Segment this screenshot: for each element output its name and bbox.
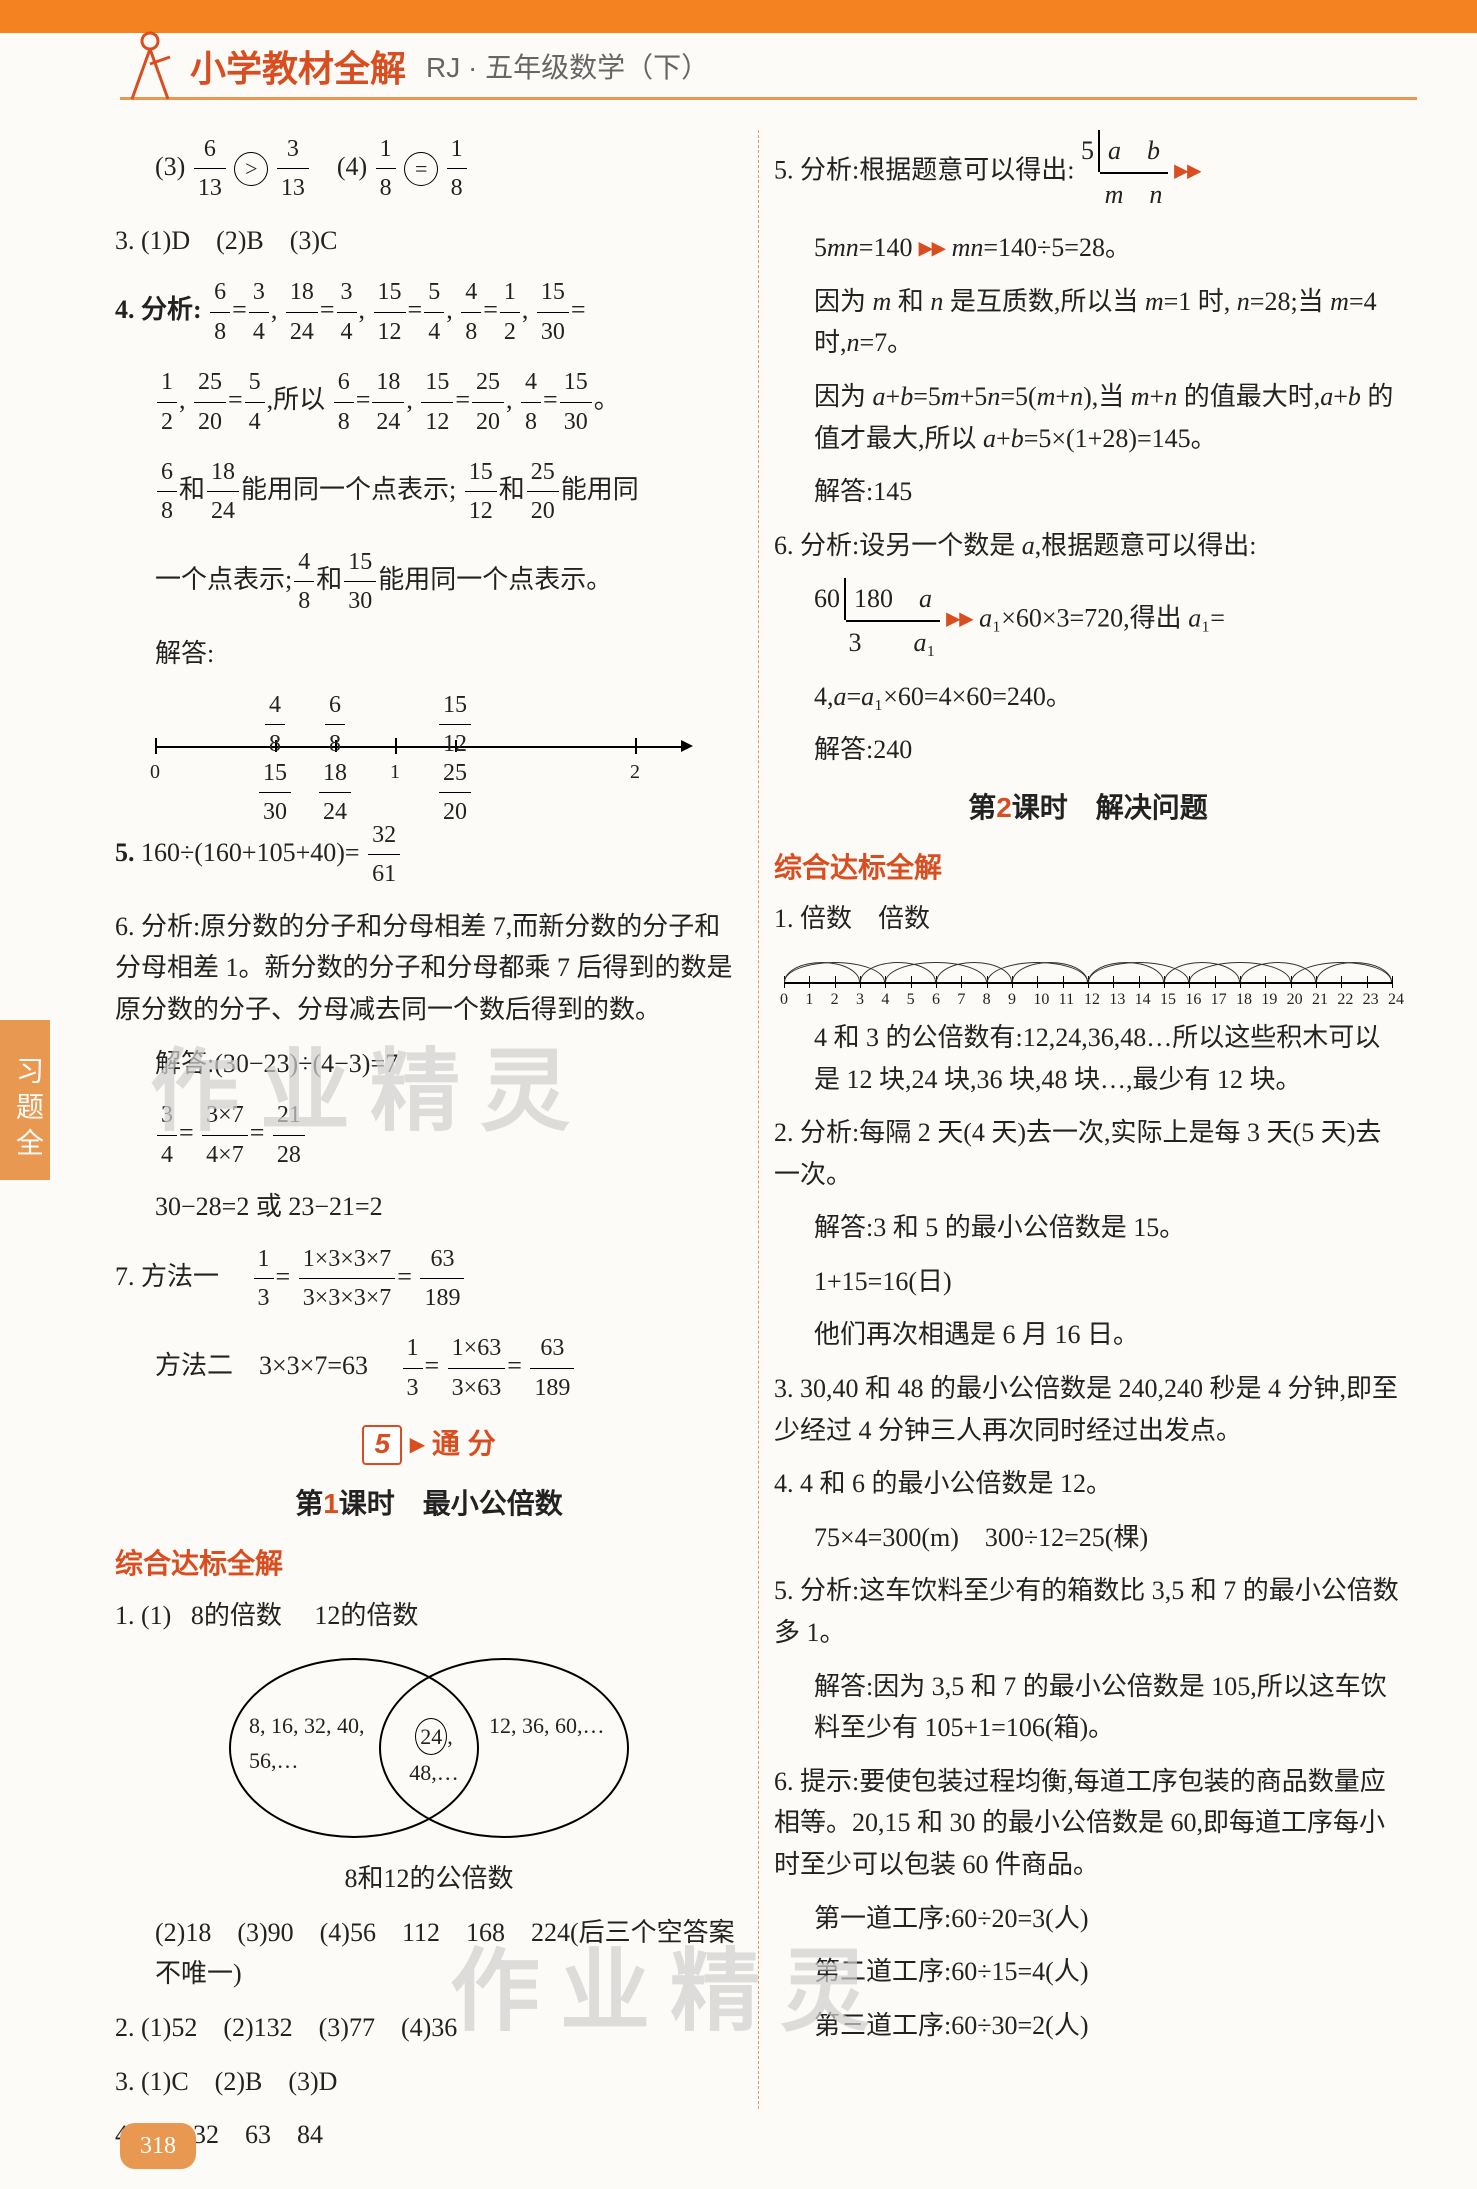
q7-method2: 方法二 3×3×7=63 13= 1×633×63= 63189 <box>115 1329 743 1407</box>
r-q6-l2: 4,a=a₁×60=4×60=240。 <box>774 676 1402 718</box>
r-p2-a1: 解答:3 和 5 的最小公倍数是 15。 <box>774 1207 1402 1249</box>
content: (3) 613 > 313 (4) 18 = 18 3. (1)D (2)B (… <box>100 130 1417 2109</box>
lesson-2-heading: 第2课时 解决问题 <box>774 786 1402 831</box>
q4-answer-label: 解答: <box>115 633 743 675</box>
compass-icon <box>120 29 180 109</box>
label: (4) <box>337 152 367 181</box>
section-5-heading: 5 ▸ 通 分 <box>115 1422 743 1467</box>
q4-line2: 12, 2520=54,所以 68=1824, 1512=2520, 48=15… <box>115 363 743 441</box>
q6-answer: 解答:(30−23)÷(4−3)=7 <box>115 1043 743 1085</box>
numberline-diagram: 01248681512153018242520 <box>155 686 703 806</box>
r-p2-a2: 1+15=16(日) <box>774 1261 1402 1303</box>
r-p3: 3. 30,40 和 48 的最小公倍数是 240,240 秒是 4 分钟,即至… <box>774 1368 1402 1451</box>
q6-analysis: 6. 分析:原分数的分子和分母相差 7,而新分数的分子和分母相差 1。新分数的分… <box>115 906 743 1031</box>
r-p4-l2: 75×4=300(m) 300÷12=25(棵) <box>774 1517 1402 1559</box>
r-q6-div: 60180 a 3 a₁ ▸▸ a₁×60×3=720,得出 a₁= <box>774 578 1402 663</box>
r-q5-ans: 解答:145 <box>774 471 1402 513</box>
r-p6-l1: 第一道工序:60÷20=3(人) <box>774 1898 1402 1940</box>
r-q6-ans: 解答:240 <box>774 729 1402 771</box>
venn-bottom-label: 8和12的公倍数 <box>115 1858 743 1900</box>
lesson-1-heading: 第1课时 最小公倍数 <box>115 1482 743 1527</box>
r-p4-l1: 4. 4 和 6 的最小公倍数是 12。 <box>774 1463 1402 1505</box>
compare-op: = <box>404 152 438 186</box>
r-p6-l3: 第三道工序:60÷30=2(人) <box>774 2005 1402 2047</box>
compare-op: > <box>234 152 268 186</box>
ruler-diagram: 0123456789101112131415161718192021222324 <box>774 952 1402 1012</box>
q4-analysis: 4. 分析: 68=34, 1824=34, 1512=54, 48=12, 1… <box>115 273 743 351</box>
zhdb-heading: 综合达标全解 <box>115 1542 743 1587</box>
r-p6-l2: 第二道工序:60÷15=4(人) <box>774 1951 1402 1993</box>
q3: 3. (1)D (2)B (3)C <box>115 220 743 262</box>
r-p5-lead: 5. 分析:这车饮料至少有的箱数比 3,5 和 7 的最小公倍数多 1。 <box>774 1570 1402 1653</box>
q4-line3: 68和1824能用同一个点表示; 1512和2520能用同 <box>115 453 743 531</box>
q7-method1: 7. 方法一 13= 1×3×3×73×3×3×7= 63189 <box>115 1240 743 1318</box>
side-tab: 习题全解 <box>0 1020 50 1180</box>
r-q5-l2: 因为 m 和 n 是互质数,所以当 m=1 时, n=28;当 m=4 时,n=… <box>774 281 1402 364</box>
q6-check: 30−28=2 或 23−21=2 <box>115 1186 743 1228</box>
r-q5-l1: 5mn=140 ▸▸ mn=140÷5=28。 <box>774 227 1402 269</box>
p4: 4. 60 32 63 84 <box>115 2114 743 2156</box>
r-q6-lead: 6. 分析:设另一个数是 a,根据题意可以得出: <box>774 525 1402 567</box>
header-title: 小学教材全解 <box>190 40 406 98</box>
q4-line4: 一个点表示;48和1530能用同一个点表示。 <box>115 543 743 621</box>
venn-diagram: 8, 16, 32, 40, 56,… 24, 48,… 12, 36, 60,… <box>229 1648 629 1848</box>
r-q5-l3: 因为 a+b=5m+5n=5(m+n),当 m+n 的值最大时,a+b 的值才最… <box>774 376 1402 459</box>
right-column: 5. 分析:根据题意可以得出: 5a b m n ▸▸ 5mn=140 ▸▸ m… <box>759 130 1417 2109</box>
p2: 2. (1)52 (2)132 (3)77 (4)36 <box>115 2007 743 2049</box>
left-column: (3) 613 > 313 (4) 18 = 18 3. (1)D (2)B (… <box>100 130 759 2109</box>
r-q5-lead: 5. 分析:根据题意可以得出: 5a b m n ▸▸ <box>774 130 1402 215</box>
r-p2-lead: 2. 分析:每隔 2 天(4 天)去一次,实际上是每 3 天(5 天)去一次。 <box>774 1112 1402 1195</box>
r-p5-ans: 解答:因为 3,5 和 7 的最小公倍数是 105,所以这车饮料至少有 105+… <box>774 1666 1402 1749</box>
q2-item3: (3) 613 > 313 (4) 18 = 18 <box>115 130 743 208</box>
r-p6-lead: 6. 提示:要使包装过程均衡,每道工序包装的商品数量应相等。20,15 和 30… <box>774 1761 1402 1886</box>
q6-frac: 34= 3×74×7= 2128 <box>115 1096 743 1174</box>
header-subtitle: RJ · 五年级数学（下） <box>426 46 709 91</box>
label: (3) <box>155 152 185 181</box>
p3: 3. (1)C (2)B (3)D <box>115 2061 743 2103</box>
p1-lead: 1. (1) 8的倍数 12的倍数 <box>115 1595 743 1637</box>
r-p2-a3: 他们再次相遇是 6 月 16 日。 <box>774 1314 1402 1356</box>
p1-rest: (2)18 (3)90 (4)56 112 168 224(后三个空答案不唯一) <box>115 1912 743 1995</box>
page-number: 318 <box>120 2123 196 2169</box>
q5: 5. 160÷(160+105+40)= 3261 <box>115 816 743 894</box>
short-division: 5a b m n <box>1081 130 1168 215</box>
r-p1-text: 4 和 3 的公倍数有:12,24,36,48…所以这些积木可以是 12 块,2… <box>774 1017 1402 1100</box>
r-p1-lead: 1. 倍数 倍数 <box>774 898 1402 940</box>
page-header: 小学教材全解 RJ · 五年级数学（下） <box>120 40 1417 100</box>
zhdb-heading-r: 综合达标全解 <box>774 846 1402 891</box>
